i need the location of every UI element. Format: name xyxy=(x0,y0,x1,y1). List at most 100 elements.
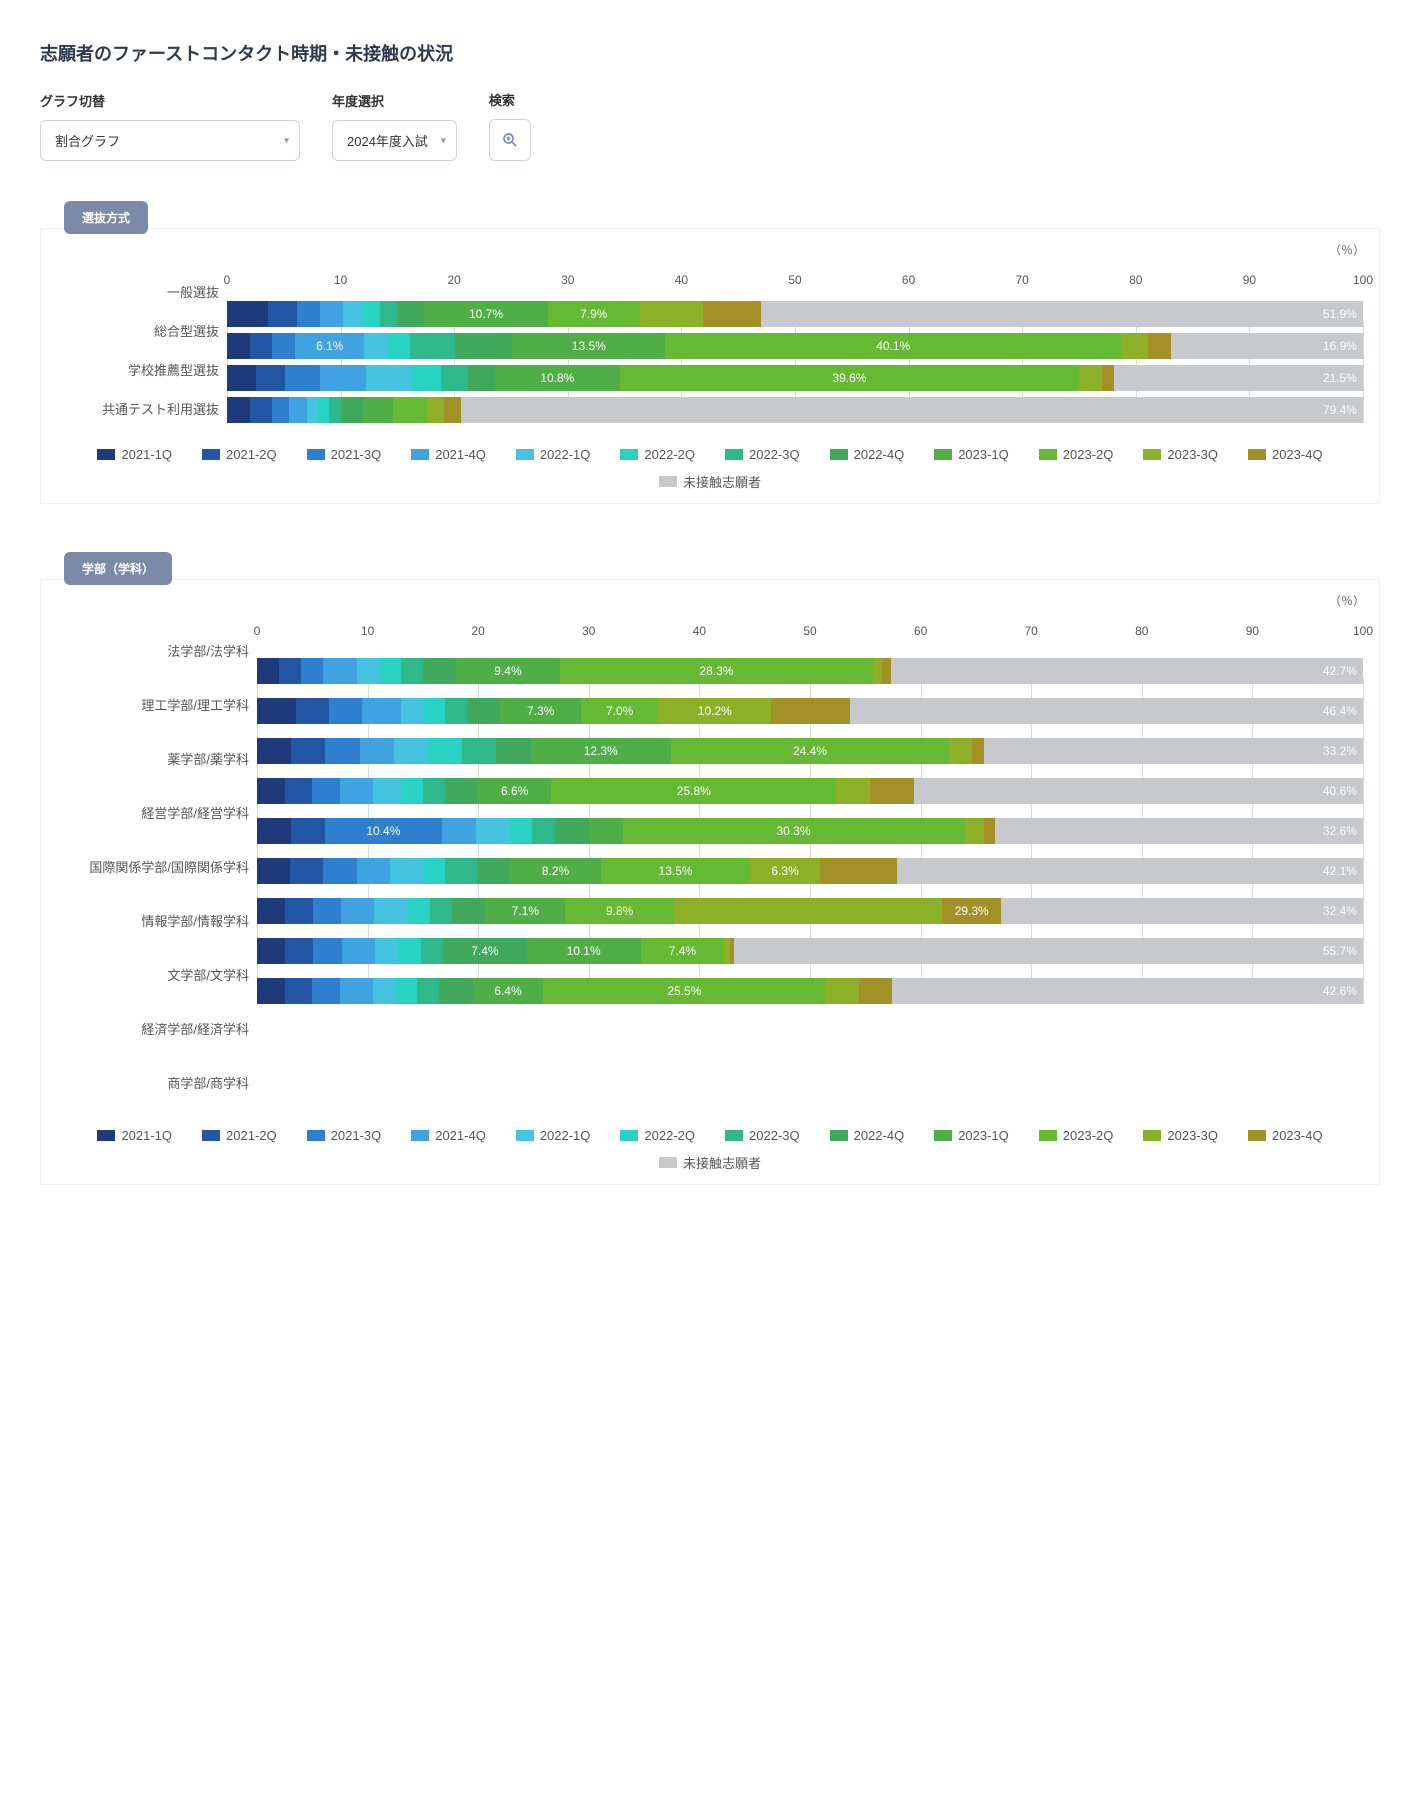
legend-swatch xyxy=(1039,449,1057,460)
legend-item: 未接触志願者 xyxy=(659,1153,761,1172)
bar-segment xyxy=(364,333,387,359)
segment-label: 7.0% xyxy=(606,704,633,718)
bar-segment xyxy=(1079,365,1102,391)
x-tick: 50 xyxy=(803,624,816,638)
legend-item: 2021-4Q xyxy=(411,1128,486,1143)
segment-label: 6.6% xyxy=(501,784,528,798)
legend-swatch xyxy=(659,476,677,487)
legend-swatch xyxy=(411,449,429,460)
bar-segment: 79.4% xyxy=(461,397,1363,423)
legend-swatch xyxy=(659,1157,677,1168)
legend-label: 2023-1Q xyxy=(958,447,1009,462)
legend-item: 2021-3Q xyxy=(307,1128,382,1143)
chart-section-selection-type: 選抜方式 （％） 一般選抜総合型選抜学校推薦型選抜共通テスト利用選抜 01020… xyxy=(40,201,1380,504)
bar-segment: 42.7% xyxy=(891,658,1363,684)
search-col: 検索 xyxy=(489,90,531,161)
x-tick: 20 xyxy=(472,624,485,638)
legend-item: 2021-1Q xyxy=(97,1128,172,1143)
bar-segment xyxy=(268,301,297,327)
bar-segment: 7.4% xyxy=(641,938,725,964)
bar-segment xyxy=(984,818,995,844)
legend-item: 2022-1Q xyxy=(516,1128,591,1143)
bar-segment xyxy=(397,301,424,327)
search-button[interactable] xyxy=(489,119,531,161)
bar-segment xyxy=(320,365,366,391)
legend-swatch xyxy=(725,449,743,460)
segment-label: 79.4% xyxy=(1323,403,1363,417)
year-select[interactable]: 2024年度入試 xyxy=(332,120,457,161)
segment-label: 7.3% xyxy=(527,704,554,718)
segment-label: 40.1% xyxy=(876,339,910,353)
bar-segment xyxy=(227,333,250,359)
bar-segment: 6.6% xyxy=(478,778,551,804)
bar-segment xyxy=(393,397,427,423)
category-label: 情報学部/情報学科 xyxy=(57,894,249,948)
x-tick: 60 xyxy=(902,273,915,287)
bar-row: 6.1%13.5%40.1%16.9% xyxy=(227,333,1363,359)
bar-segment xyxy=(398,938,421,964)
segment-label: 39.6% xyxy=(832,371,866,385)
bar-segment xyxy=(421,938,444,964)
legend-label: 未接触志願者 xyxy=(683,472,761,491)
legend-swatch xyxy=(725,1130,743,1141)
legend-label: 2023-4Q xyxy=(1272,447,1323,462)
bar-segment xyxy=(412,365,441,391)
segment-label: 10.7% xyxy=(469,307,503,321)
bar-segment xyxy=(313,938,341,964)
graph-toggle-col: グラフ切替 割合グラフ xyxy=(40,91,300,161)
legend-item: 2023-2Q xyxy=(1039,447,1114,462)
bar-segment: 30.3% xyxy=(623,818,965,844)
chart1-panel: （％） 一般選抜総合型選抜学校推薦型選抜共通テスト利用選抜 0102030405… xyxy=(40,228,1380,504)
bar-row: 10.7%7.9%51.9% xyxy=(227,301,1363,327)
bar-segment xyxy=(401,698,423,724)
legend-item: 2023-1Q xyxy=(934,447,1009,462)
bar-segment xyxy=(496,738,530,764)
bar-segment: 10.1% xyxy=(527,938,641,964)
legend-label: 2022-1Q xyxy=(540,1128,591,1143)
bar-segment xyxy=(445,698,467,724)
legend-item: 2022-1Q xyxy=(516,447,591,462)
bar-segment xyxy=(362,698,401,724)
bar-segment: 6.1% xyxy=(295,333,364,359)
bar-segment: 12.3% xyxy=(531,738,671,764)
legend-label: 2021-3Q xyxy=(331,447,382,462)
bar-segment: 7.1% xyxy=(486,898,565,924)
bar-segment xyxy=(360,738,394,764)
legend-label: 2021-3Q xyxy=(331,1128,382,1143)
legend-label: 2022-3Q xyxy=(749,1128,800,1143)
bar-segment: 7.4% xyxy=(443,938,527,964)
legend-item: 2022-4Q xyxy=(830,447,905,462)
legend-swatch xyxy=(516,449,534,460)
legend-item: 2021-1Q xyxy=(97,447,172,462)
graph-toggle-select[interactable]: 割合グラフ xyxy=(40,120,300,161)
bar-segment: 25.8% xyxy=(551,778,836,804)
bar-segment: 28.3% xyxy=(560,658,873,684)
bar-segment xyxy=(323,658,356,684)
bar-segment xyxy=(468,365,495,391)
bar-segment xyxy=(285,898,313,924)
segment-label: 32.6% xyxy=(1323,824,1363,838)
segment-label: 25.5% xyxy=(667,984,701,998)
x-tick: 0 xyxy=(254,624,261,638)
gridline xyxy=(1363,321,1364,423)
segment-label: 10.4% xyxy=(366,824,400,838)
bar-segment xyxy=(442,818,476,844)
bar-segment xyxy=(423,778,445,804)
segment-label: 28.3% xyxy=(699,664,733,678)
segment-label: 42.7% xyxy=(1323,664,1363,678)
bar-segment: 46.4% xyxy=(850,698,1363,724)
bar-segment: 39.6% xyxy=(620,365,1079,391)
chart2-plot-area: 法学部/法学科理工学部/理工学科薬学部/薬学科経営学部/経営学科国際関係学部/国… xyxy=(57,624,1363,1110)
x-tick: 70 xyxy=(1025,624,1038,638)
x-tick: 100 xyxy=(1353,273,1373,287)
bar-segment xyxy=(949,738,972,764)
legend-swatch xyxy=(97,449,115,460)
bar-segment xyxy=(318,397,329,423)
bar-segment xyxy=(467,698,500,724)
segment-label: 8.2% xyxy=(542,864,569,878)
page-title: 志願者のファーストコンタクト時期・未接触の状況 xyxy=(40,40,1380,66)
category-label: 共通テスト利用選抜 xyxy=(57,391,219,429)
x-tick: 40 xyxy=(693,624,706,638)
category-label: 商学部/商学科 xyxy=(57,1056,249,1110)
x-tick: 90 xyxy=(1243,273,1256,287)
